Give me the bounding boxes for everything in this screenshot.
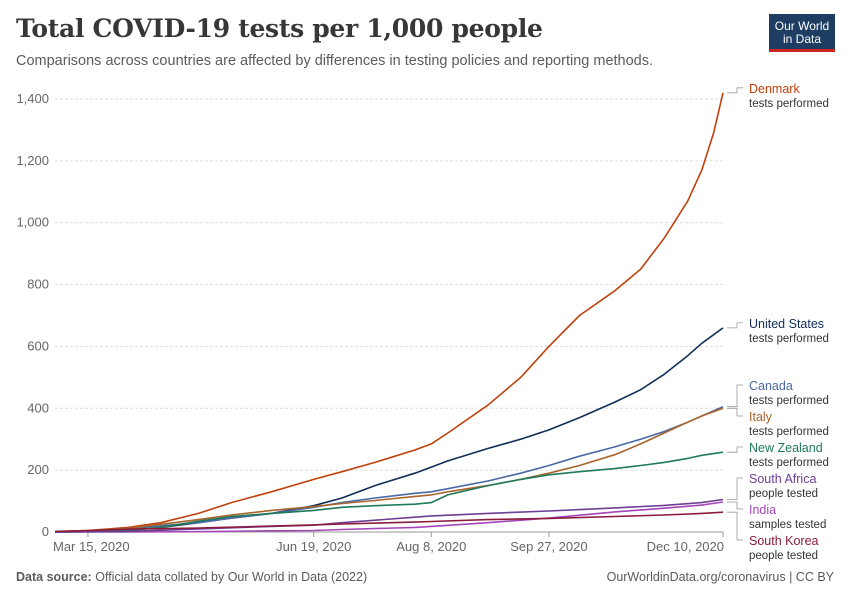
y-tick-label: 200	[27, 462, 49, 477]
series-unit-label-south-africa: people tested	[749, 488, 818, 500]
series-line-canada	[54, 405, 724, 533]
series-label-italy: Italy	[749, 410, 773, 424]
series-label-new-zealand: New Zealand	[749, 441, 823, 455]
label-connector-south-africa	[727, 477, 743, 500]
series-unit-label-canada: tests performed	[749, 395, 829, 407]
y-tick-label: 800	[27, 277, 49, 292]
y-tick-label: 1,200	[16, 153, 49, 168]
label-connector-india	[727, 501, 743, 510]
data-source: Data source: Official data collated by O…	[16, 570, 367, 584]
series-line-south-korea	[54, 511, 724, 533]
y-tick-label: 0	[42, 524, 49, 539]
x-tick-label: Aug 8, 2020	[396, 539, 466, 554]
label-connector-south-korea	[727, 511, 743, 541]
logo-line-1: Our World	[774, 19, 830, 33]
series-line-united-states	[54, 327, 724, 533]
logo-accent-bar	[769, 49, 835, 52]
label-connector-united-states	[727, 322, 743, 329]
x-tick-label: Mar 15, 2020	[53, 539, 130, 554]
y-tick-label: 1,400	[16, 91, 49, 106]
series-unit-label-united-states: tests performed	[749, 333, 829, 345]
series-unit-label-italy: tests performed	[749, 426, 829, 438]
logo-line-2: in Data	[782, 32, 822, 46]
series-label-south-korea: South Korea	[749, 534, 819, 548]
x-tick-label: Dec 10, 2020	[647, 539, 724, 554]
series-line-india	[55, 501, 724, 533]
series-unit-label-new-zealand: tests performed	[749, 457, 829, 469]
footer-link[interactable]: OurWorldinData.org/coronavirus | CC BY	[606, 570, 834, 584]
series-label-united-states: United States	[749, 317, 824, 331]
series-label-denmark: Denmark	[749, 82, 800, 96]
label-connector-new-zealand	[727, 446, 743, 453]
series-label-south-africa: South Africa	[749, 472, 816, 486]
series-line-italy	[54, 407, 724, 533]
y-tick-label: 400	[27, 400, 49, 415]
y-tick-label: 1,000	[16, 215, 49, 230]
series-line-denmark	[54, 92, 724, 533]
series-label-india: India	[749, 503, 776, 517]
y-tick-label: 600	[27, 338, 49, 353]
x-tick-label: Jun 19, 2020	[276, 539, 351, 554]
chart-title: Total COVID-19 tests per 1,000 people	[16, 14, 543, 43]
label-connector-italy	[727, 407, 743, 417]
owid-logo[interactable]: Our World in Data	[769, 14, 835, 52]
data-source-text[interactable]: Official data collated by Our World in D…	[95, 570, 368, 584]
series-unit-label-south-korea: people tested	[749, 550, 818, 562]
data-source-label: Data source:	[16, 570, 92, 584]
label-connector-canada	[727, 384, 743, 408]
series-unit-label-denmark: tests performed	[749, 98, 829, 110]
label-connector-denmark	[727, 87, 743, 94]
chart-subtitle: Comparisons across countries are affecte…	[16, 53, 654, 69]
series-label-canada: Canada	[749, 379, 793, 393]
series-line-new-zealand	[54, 451, 724, 533]
x-tick-label: Sep 27, 2020	[510, 539, 587, 554]
series-unit-label-india: samples tested	[749, 519, 826, 531]
